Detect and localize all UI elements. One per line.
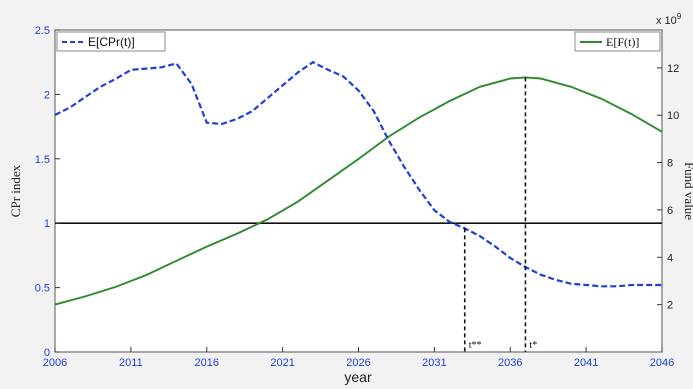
x-tick-label-8: 2046 [650,357,674,369]
right-tick-label-5: 12 [667,63,679,75]
legend-cpr-box [56,31,166,52]
multiplier-exponent: 9 [677,12,682,21]
x-tick-label-7: 2041 [574,357,598,369]
multiplier-base: x 10 [656,15,677,27]
annotation-label-1: t* [529,340,537,351]
cpr-index-series [54,60,662,288]
right-tick-label-1: 4 [667,252,673,264]
fund-value-series [54,76,663,306]
left-axis-ticks: 0 0.5 1 1.5 2 2.5 [35,25,60,359]
right-tick-label-4: 10 [667,110,679,122]
x-tick-label-4: 2026 [346,357,370,369]
x-axis-title: year [344,369,372,385]
right-tick-label-2: 6 [667,205,673,217]
left-tick-label-5: 2.5 [35,25,50,37]
left-tick-label-4: 2 [44,89,50,101]
x-tick-label-1: 2011 [119,357,143,369]
x-tick-label-0: 2006 [43,357,67,369]
x-tick-label-5: 2031 [422,357,446,369]
x-tick-label-6: 2036 [498,357,522,369]
plot-background [54,29,663,353]
left-tick-label-3: 1.5 [35,154,50,166]
left-tick-label-2: 1 [44,218,50,230]
legend-fund-box [574,31,661,52]
legend-cpr-label: E[CPr(t)] [88,35,135,49]
annotation-label-0: t** [469,340,482,351]
x-axis-ticks: 2006 2011 2016 2021 2026 2031 2036 2041 2046 [43,347,674,369]
left-axis-title: CPr index [8,164,23,217]
x-tick-label-3: 2021 [270,357,294,369]
right-axis-ticks: 2 4 6 8 10 12 [657,63,679,312]
x-tick-label-2: 2016 [195,357,219,369]
left-tick-label-0: 0 [44,347,50,359]
right-tick-label-0: 2 [667,300,673,312]
annotation-lines: t** t* [463,77,537,352]
series-line-0 [54,60,662,288]
right-tick-label-3: 8 [667,158,673,170]
series-line-1 [54,76,663,306]
right-axis-title: Fund value [682,162,693,220]
legend-cpr: E[CPr(t)] [56,31,166,52]
right-axis-multiplier: x 109 [656,12,682,27]
left-tick-label-1: 0.5 [35,283,50,295]
legend-fund-label: E[F(t)] [606,35,639,49]
legend-fund: E[F(t)] [574,31,661,52]
